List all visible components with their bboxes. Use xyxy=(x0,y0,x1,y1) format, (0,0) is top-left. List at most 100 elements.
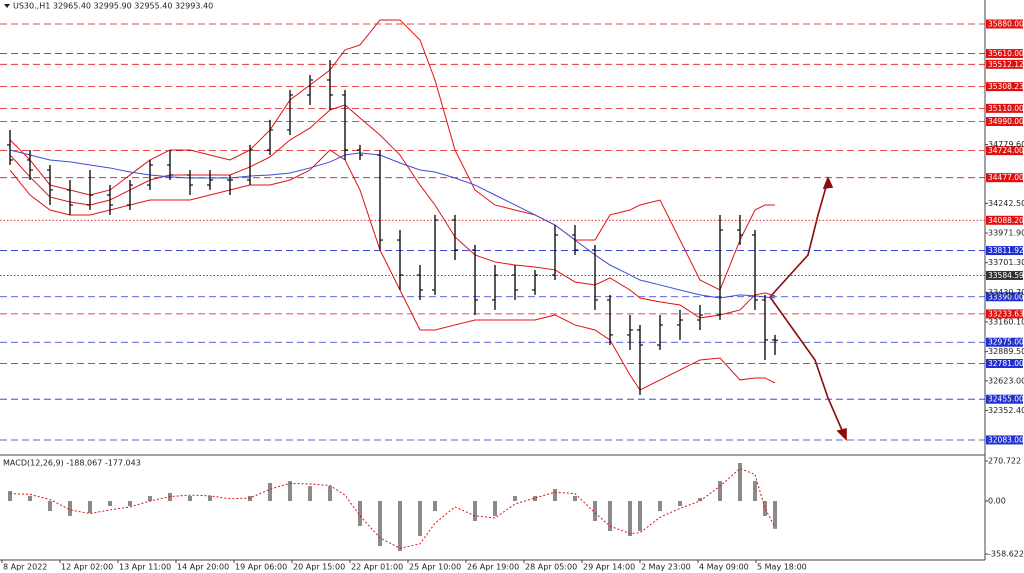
histogram-bar xyxy=(378,501,382,547)
level-label: 32975.00 xyxy=(988,338,1024,347)
y-tick-label: 33701.30 xyxy=(988,258,1024,267)
histogram-bar xyxy=(628,501,632,537)
x-tick-label: 19 Apr 06:00 xyxy=(235,563,287,572)
down-arrow xyxy=(769,296,846,438)
histogram-bar xyxy=(738,463,742,502)
level-label-box xyxy=(986,49,1023,59)
y-tick-label: 270.722 xyxy=(988,457,1021,466)
level-label-box xyxy=(986,59,1023,69)
level-label: 34088.20 xyxy=(988,216,1024,225)
level-label: 32455.00 xyxy=(988,395,1024,404)
histogram-bar xyxy=(573,495,577,502)
x-tick-label: 20 Apr 15:00 xyxy=(293,563,345,572)
level-label-box xyxy=(986,82,1023,92)
x-tick-label: 8 Apr 2022 xyxy=(3,563,47,572)
level-label-box xyxy=(986,292,1023,302)
arrow-head xyxy=(822,175,834,189)
level-label: 35880.00 xyxy=(988,19,1024,28)
indicator-line xyxy=(9,149,776,299)
x-tick-label: 5 May 18:00 xyxy=(757,563,807,572)
histogram-bar xyxy=(48,501,52,512)
level-label-box xyxy=(986,19,1023,29)
histogram-bar xyxy=(308,486,312,502)
level-label-box xyxy=(986,358,1023,368)
x-tick-label: 2 May 23:00 xyxy=(641,563,691,572)
arrow-head xyxy=(836,427,847,441)
y-tick-label: 32352.40 xyxy=(988,406,1024,415)
signal-line xyxy=(9,467,776,549)
level-label-box xyxy=(986,309,1023,319)
level-label: 35512.12 xyxy=(988,60,1024,69)
level-label-box xyxy=(986,116,1023,126)
histogram-bar xyxy=(763,501,767,516)
level-label: 33584.59 xyxy=(988,271,1024,280)
histogram-bar xyxy=(8,490,12,502)
y-tick-label: 33430.70 xyxy=(988,288,1024,297)
y-tick-label: 33971.90 xyxy=(988,229,1024,238)
level-label-box xyxy=(986,103,1023,113)
indicator-title: MACD(12,26,9) -188.067 -177.043 xyxy=(3,459,141,468)
chart-title: US30.,H1 32965.40 32995.90 32955.40 3299… xyxy=(13,2,213,11)
level-label-box xyxy=(986,337,1023,347)
histogram-bar xyxy=(268,482,272,502)
level-label: 34477.00 xyxy=(988,173,1024,182)
level-label: 32083.00 xyxy=(988,435,1024,444)
histogram-bar xyxy=(638,501,642,532)
histogram-bar xyxy=(88,501,92,513)
indicator-line xyxy=(9,19,775,291)
histogram-bar xyxy=(473,501,477,521)
histogram-bar xyxy=(718,481,722,502)
x-tick-label: 14 Apr 20:00 xyxy=(177,563,229,572)
y-tick-label: 34779.60 xyxy=(988,140,1024,149)
y-tick-label: 34242.50 xyxy=(988,199,1024,208)
level-label: 33811.92 xyxy=(988,246,1024,255)
histogram-bar xyxy=(513,495,517,502)
histogram-bar xyxy=(698,498,702,502)
x-tick-label: 12 Apr 02:00 xyxy=(61,563,113,572)
histogram-bar xyxy=(68,501,72,516)
histogram-bar xyxy=(773,501,777,529)
histogram-bar xyxy=(288,481,292,502)
histogram-bar xyxy=(328,486,332,502)
projection-arrows xyxy=(769,175,847,441)
histogram-bar xyxy=(493,501,497,516)
x-tick-label: 28 Apr 05:00 xyxy=(525,563,577,572)
x-tick-label: 4 May 09:00 xyxy=(699,563,749,572)
y-tick-label: -358.622 xyxy=(988,550,1024,559)
up-arrow xyxy=(769,179,829,298)
level-label: 34990.00 xyxy=(988,117,1024,126)
histogram-bar xyxy=(678,501,682,507)
histogram-bar xyxy=(188,495,192,502)
level-label: 33390.00 xyxy=(988,292,1024,301)
level-label-box xyxy=(986,270,1023,280)
y-tick-label: 0.00 xyxy=(988,497,1006,506)
symbol-menu-icon[interactable] xyxy=(4,4,10,8)
level-label-box xyxy=(986,215,1023,225)
y-tick-label: 33160.10 xyxy=(988,317,1024,326)
x-tick-label: 26 Apr 19:00 xyxy=(467,563,519,572)
x-tick-label: 13 Apr 11:00 xyxy=(119,563,171,572)
x-tick-label: 29 Apr 14:00 xyxy=(583,563,635,572)
histogram-bar xyxy=(608,501,612,532)
histogram-bar xyxy=(418,501,422,537)
level-label: 35110.00 xyxy=(988,104,1024,113)
histogram-bar xyxy=(593,501,597,521)
histogram-bar xyxy=(28,495,32,502)
level-label-box xyxy=(986,435,1023,445)
y-tick-label: 32623.00 xyxy=(988,376,1024,385)
histogram-bar xyxy=(398,501,402,551)
level-label: 35308.23 xyxy=(988,82,1024,91)
level-label: 32781.00 xyxy=(988,359,1024,368)
level-label-box xyxy=(986,173,1023,183)
histogram-bar xyxy=(128,501,132,507)
x-tick-label: 22 Apr 01:00 xyxy=(351,563,403,572)
histogram-bar xyxy=(208,495,212,502)
histogram-bar xyxy=(553,489,557,502)
histogram-bar xyxy=(148,495,152,502)
histogram-bar xyxy=(658,501,662,512)
histogram-bar xyxy=(108,501,112,507)
level-label-box xyxy=(986,146,1023,156)
level-label: 35610.00 xyxy=(988,49,1024,58)
